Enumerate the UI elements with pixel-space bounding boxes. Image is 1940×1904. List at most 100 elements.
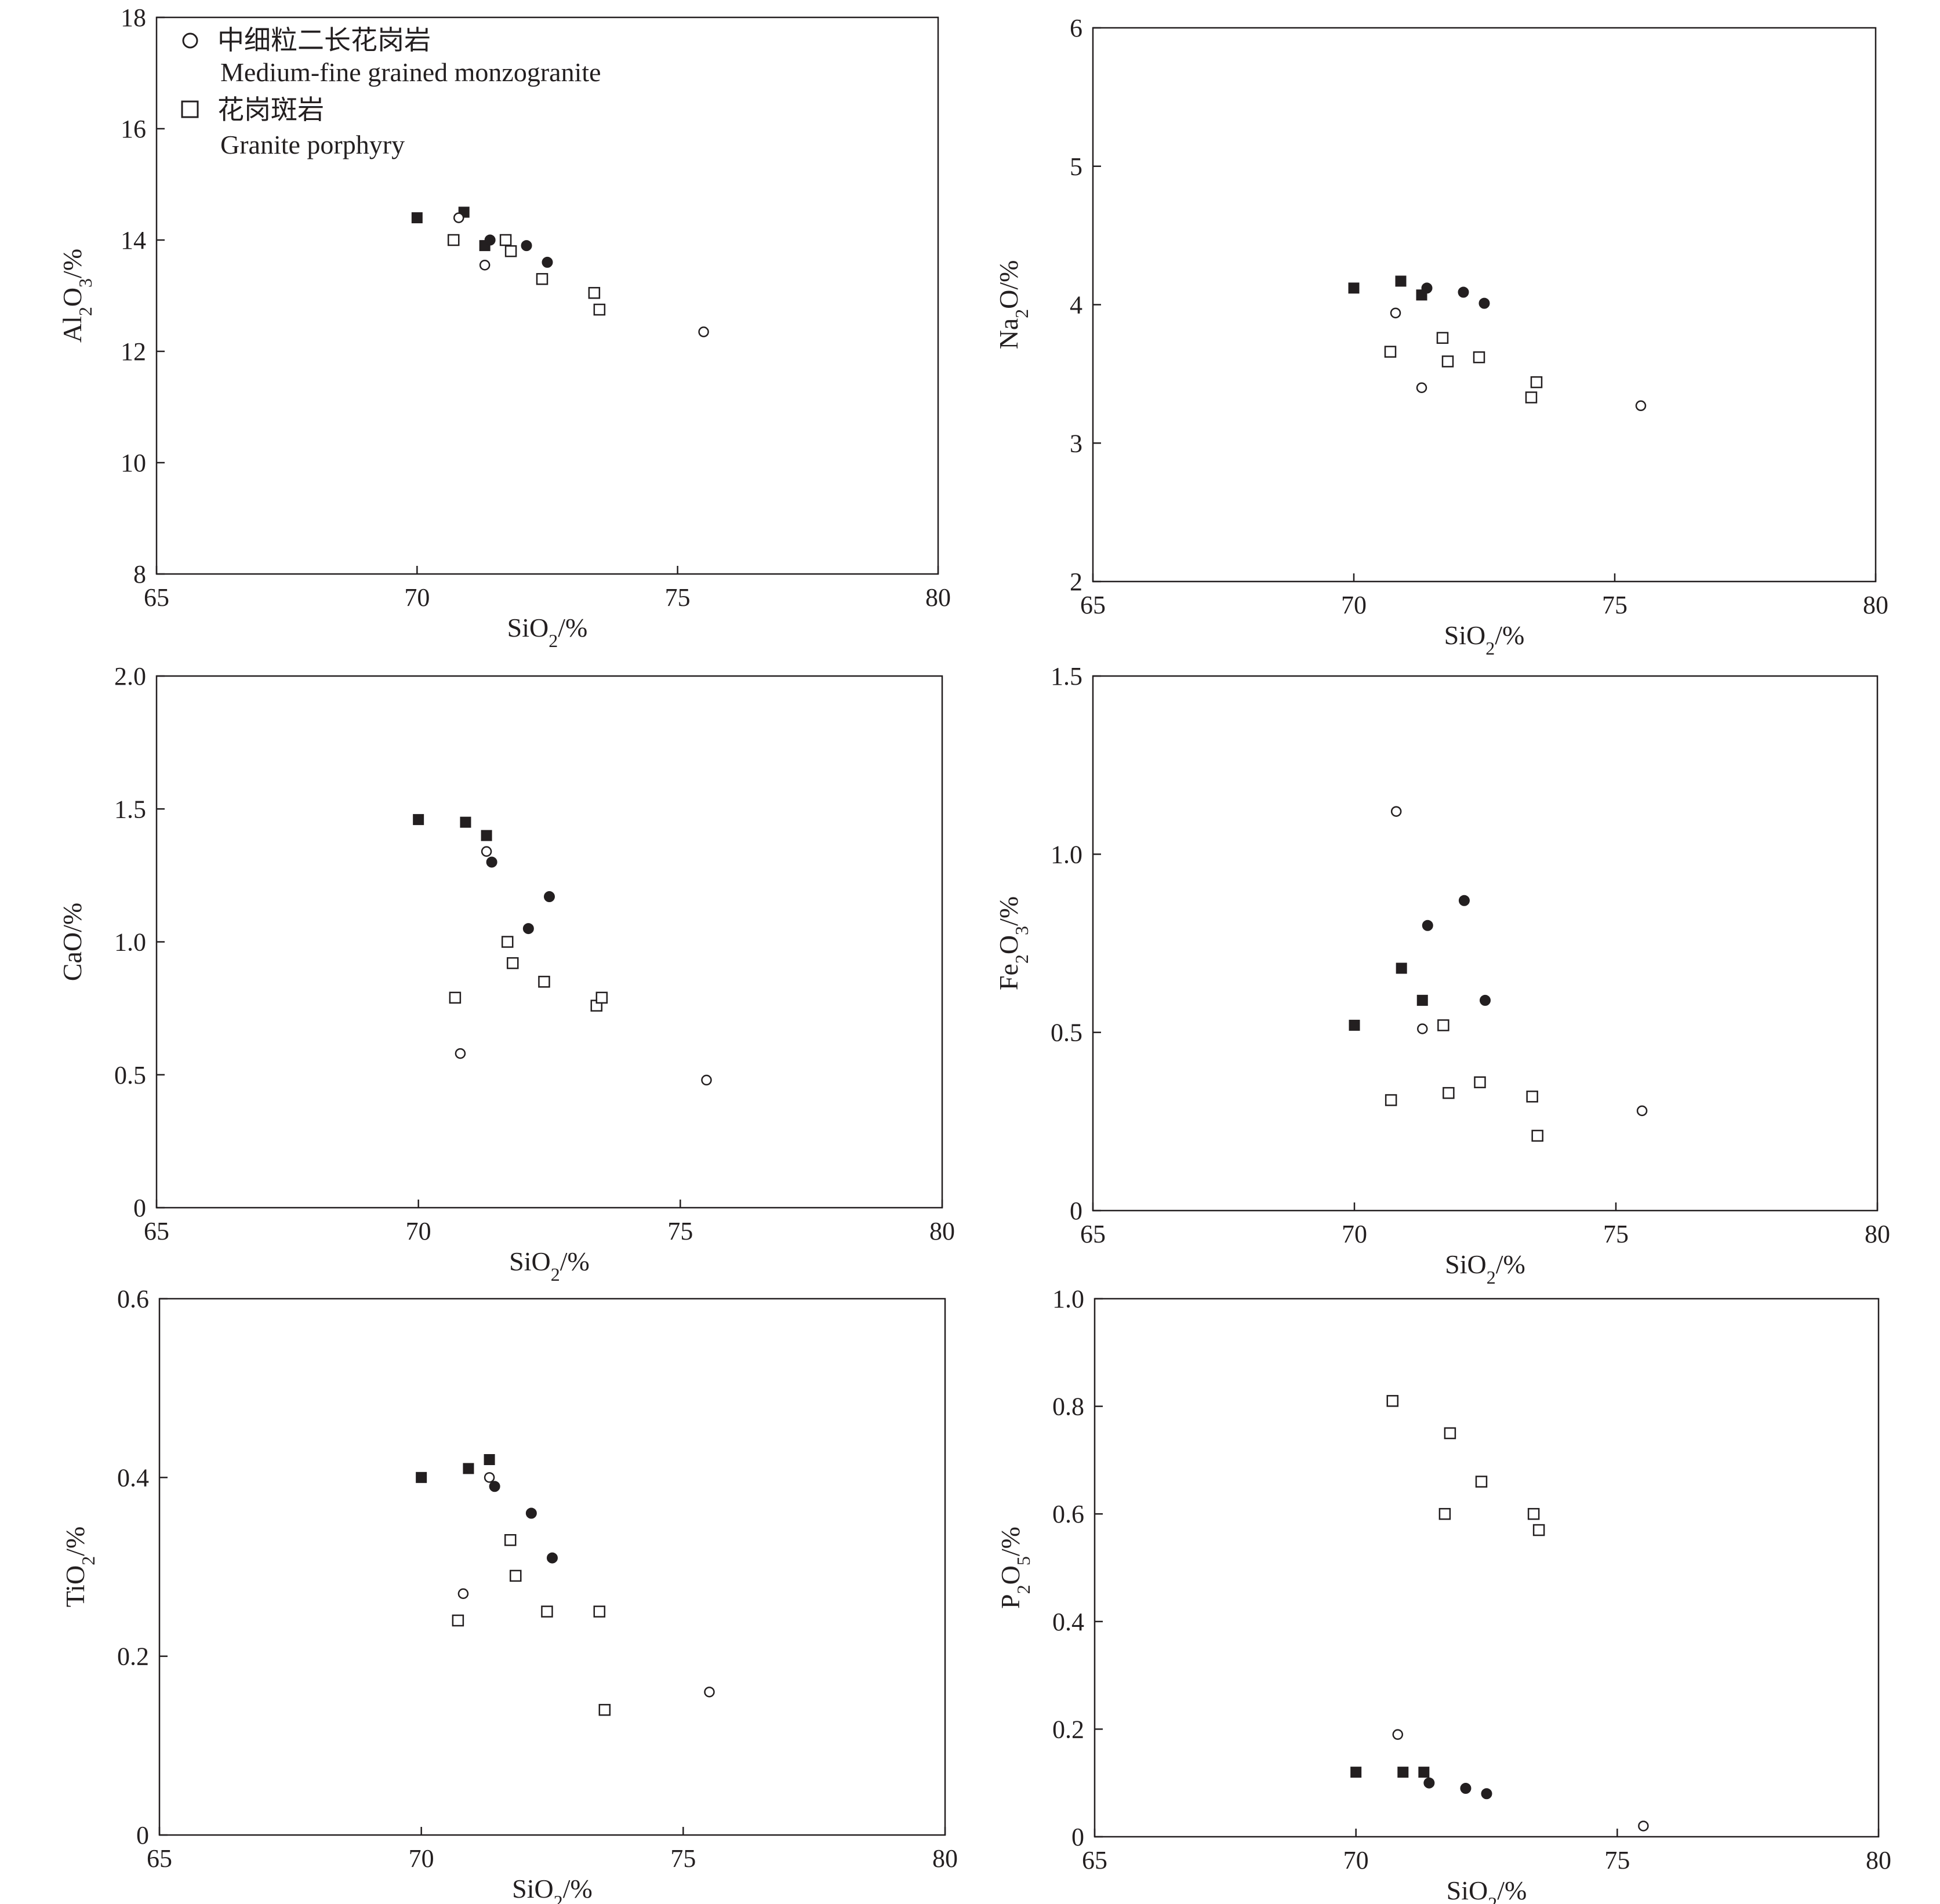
data-point-circle-open [1638,1821,1649,1832]
data-point-circle-open [1416,382,1427,393]
data-point-square-open [1474,1076,1486,1088]
y-tick-label: 3 [1070,429,1082,457]
x-axis-label: SiO2/% [507,613,588,651]
y-axis-label: TiO2/% [60,1527,99,1608]
x-tick-label: 75 [665,583,691,612]
data-point-circle-filled [542,256,553,268]
data-point-square-open [1530,376,1543,388]
scatter-panel-3: 65 70 75 80 0 0.5 1.0 1.5 2.0 SiO2/% CaO/% [57,662,955,1285]
legend: 中细粒二长花岗岩 Medium-fine grained monzogranit… [181,26,601,159]
x-tick-label: 75 [1603,1220,1629,1248]
y-tick-label: 0.5 [114,1061,146,1089]
data-point-square-open [1386,1395,1399,1407]
data-point-circle-open [698,326,709,337]
data-point-square-filled [1416,994,1428,1006]
data-point-circle-filled [547,1552,558,1564]
x-tick-label: 70 [1342,1220,1367,1248]
data-point-square-filled [1397,1767,1409,1778]
y-tick-label: 4 [1070,291,1082,319]
data-point-circle-open [457,1588,469,1599]
y-tick-label: 1.5 [114,795,146,823]
x-tick-label: 70 [1341,591,1367,619]
data-point-square-open [510,1569,522,1582]
y-tick-label: 0.2 [1052,1715,1084,1743]
data-point-square-open [1526,1091,1538,1103]
data-point-square-open [593,303,606,316]
y-tick-label: 2 [1070,568,1082,596]
x-tick-label: 80 [929,1217,955,1245]
plot-frame [155,675,943,1209]
data-point-square-filled [460,816,471,828]
data-point-square-open [1531,1129,1543,1142]
x-tick-label: 80 [932,1844,958,1873]
data-point-circle-filled [1458,895,1470,906]
x-tick-label: 75 [1602,591,1627,619]
data-point-square-open [507,957,519,969]
data-point-circle-filled [1421,282,1433,294]
data-point-circle-filled [1460,1782,1472,1794]
legend-monzogranite-en: Medium-fine grained monzogranite [220,57,601,87]
data-point-square-open [1436,332,1449,344]
legend-monzogranite-zh: 中细粒二长花岗岩 [217,26,431,55]
data-point-circle-filled [1422,920,1433,931]
data-point-square-open [541,1605,553,1618]
plot-frame [1093,1298,1880,1838]
x-tick-label: 75 [670,1844,696,1873]
data-point-square-filled [1418,1767,1430,1778]
plot-frame [1092,675,1879,1212]
y-axis-label: Fe2O3/% [994,896,1032,990]
x-tick-label: 65 [144,1217,169,1245]
x-axis-label: SiO2/% [509,1247,590,1285]
data-point-square-open [598,1703,611,1716]
data-point-square-open [1385,1094,1397,1106]
y-tick-label: 16 [121,115,146,143]
data-point-square-open [1384,346,1397,358]
y-tick-label: 0.6 [1052,1500,1084,1528]
data-point-square-open [1444,1427,1456,1440]
y-tick-label: 0 [136,1821,149,1850]
data-point-square-open [452,1614,464,1627]
y-tick-label: 0.6 [117,1285,149,1313]
scatter-panel-1: 65 70 75 80 8 10 12 14 16 18 SiO2/% Al2O3/% [57,3,951,651]
scatter-panel-2: 65 70 75 80 2 3 4 5 6 SiO2/% Na2O/% [994,14,1888,659]
y-axis-label: Na2O/% [994,260,1032,350]
x-tick-label: 65 [1082,1846,1107,1874]
data-point-circle-filled [1423,1777,1435,1789]
data-point-circle-filled [489,1481,500,1492]
data-point-circle-filled [486,856,497,868]
data-point-square-open [1525,391,1538,404]
data-point-circle-filled [1458,286,1469,298]
x-tick-label: 65 [144,583,169,612]
data-point-circle-filled [521,240,532,252]
data-point-square-open [449,991,462,1004]
data-point-square-open [588,286,601,299]
y-tick-label: 0.8 [1052,1393,1084,1421]
data-point-square-open [501,936,514,948]
data-point-square-filled [411,212,423,224]
data-point-square-open [1437,1019,1449,1031]
data-point-square-open [447,234,460,246]
y-tick-label: 2.0 [114,662,146,691]
y-tick-label: 10 [121,449,146,477]
data-point-circle-open [481,846,492,857]
plot-frame [158,1298,946,1836]
data-point-circle-open [1390,307,1401,319]
x-tick-label: 75 [667,1217,693,1245]
data-point-square-open [1527,1507,1540,1520]
data-point-circle-open [455,1048,466,1059]
data-point-circle-open [1635,400,1647,412]
legend-porphyry-zh: 花岗斑岩 [217,95,324,125]
x-tick-label: 80 [1866,1846,1891,1874]
x-tick-label: 80 [1863,591,1888,619]
data-point-circle-filled [1481,1788,1492,1800]
x-axis-label: SiO2/% [1445,1249,1525,1288]
data-point-circle-filled [525,1507,537,1519]
x-tick-label: 70 [406,1217,431,1245]
x-tick-label: 65 [147,1844,172,1873]
x-axis-label: SiO2/% [1447,1876,1527,1904]
y-tick-label: 8 [133,560,146,588]
y-tick-label: 0.2 [117,1643,149,1671]
data-point-square-open [536,272,548,285]
legend-circle-symbol [182,32,198,49]
data-point-square-filled [1349,1019,1360,1031]
